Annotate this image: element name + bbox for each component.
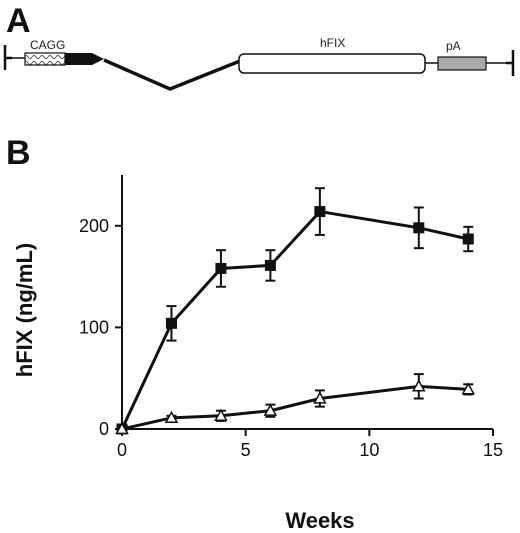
data-point [164, 410, 179, 423]
y-tick-label: 200 [79, 216, 109, 236]
cagg-label: CAGG [30, 38, 65, 52]
hfix-cdna-box [238, 53, 426, 74]
data-point [214, 408, 228, 421]
y-axis-title: hFIX (ng/mL) [12, 243, 37, 377]
right-itr [506, 50, 515, 76]
data-point [264, 259, 276, 271]
x-tick-label: 10 [359, 440, 379, 460]
data-point [313, 391, 327, 404]
hfix-segment-label: hFIX [320, 36, 345, 50]
panel-a-label: A [6, 2, 31, 40]
intron-line [103, 58, 241, 91]
panel-b-label: B [6, 134, 31, 172]
data-point [215, 262, 227, 274]
data-point [412, 379, 426, 392]
pa-label: pA [446, 39, 461, 53]
x-tick-label: 15 [483, 440, 503, 460]
data-point [263, 403, 278, 416]
y-tick-label: 0 [99, 419, 109, 439]
data-point [115, 421, 129, 435]
data-point [461, 382, 476, 395]
y-ticks: 0 100 200 [79, 216, 122, 439]
data-point [165, 317, 177, 329]
pa-box [437, 56, 487, 71]
series-filled-square [116, 187, 474, 435]
x-tick-label: 5 [241, 440, 251, 460]
data-point [314, 206, 326, 218]
series-layer [115, 187, 476, 435]
y-tick-label: 100 [79, 317, 109, 337]
cagg-exon-arrow [65, 53, 104, 65]
plot-area: 0 5 10 15 0 100 200 [79, 175, 503, 460]
x-ticks: 0 5 10 15 [117, 429, 503, 460]
cagg-promoter-box [24, 52, 66, 66]
x-tick-label: 0 [117, 440, 127, 460]
construct-diagram: CAGG hFIX pA [3, 36, 515, 91]
left-itr [3, 45, 12, 70]
series-open-triangle [115, 373, 476, 435]
x-axis-title: Weeks [285, 508, 354, 533]
data-point [462, 233, 474, 245]
data-point [413, 222, 425, 234]
